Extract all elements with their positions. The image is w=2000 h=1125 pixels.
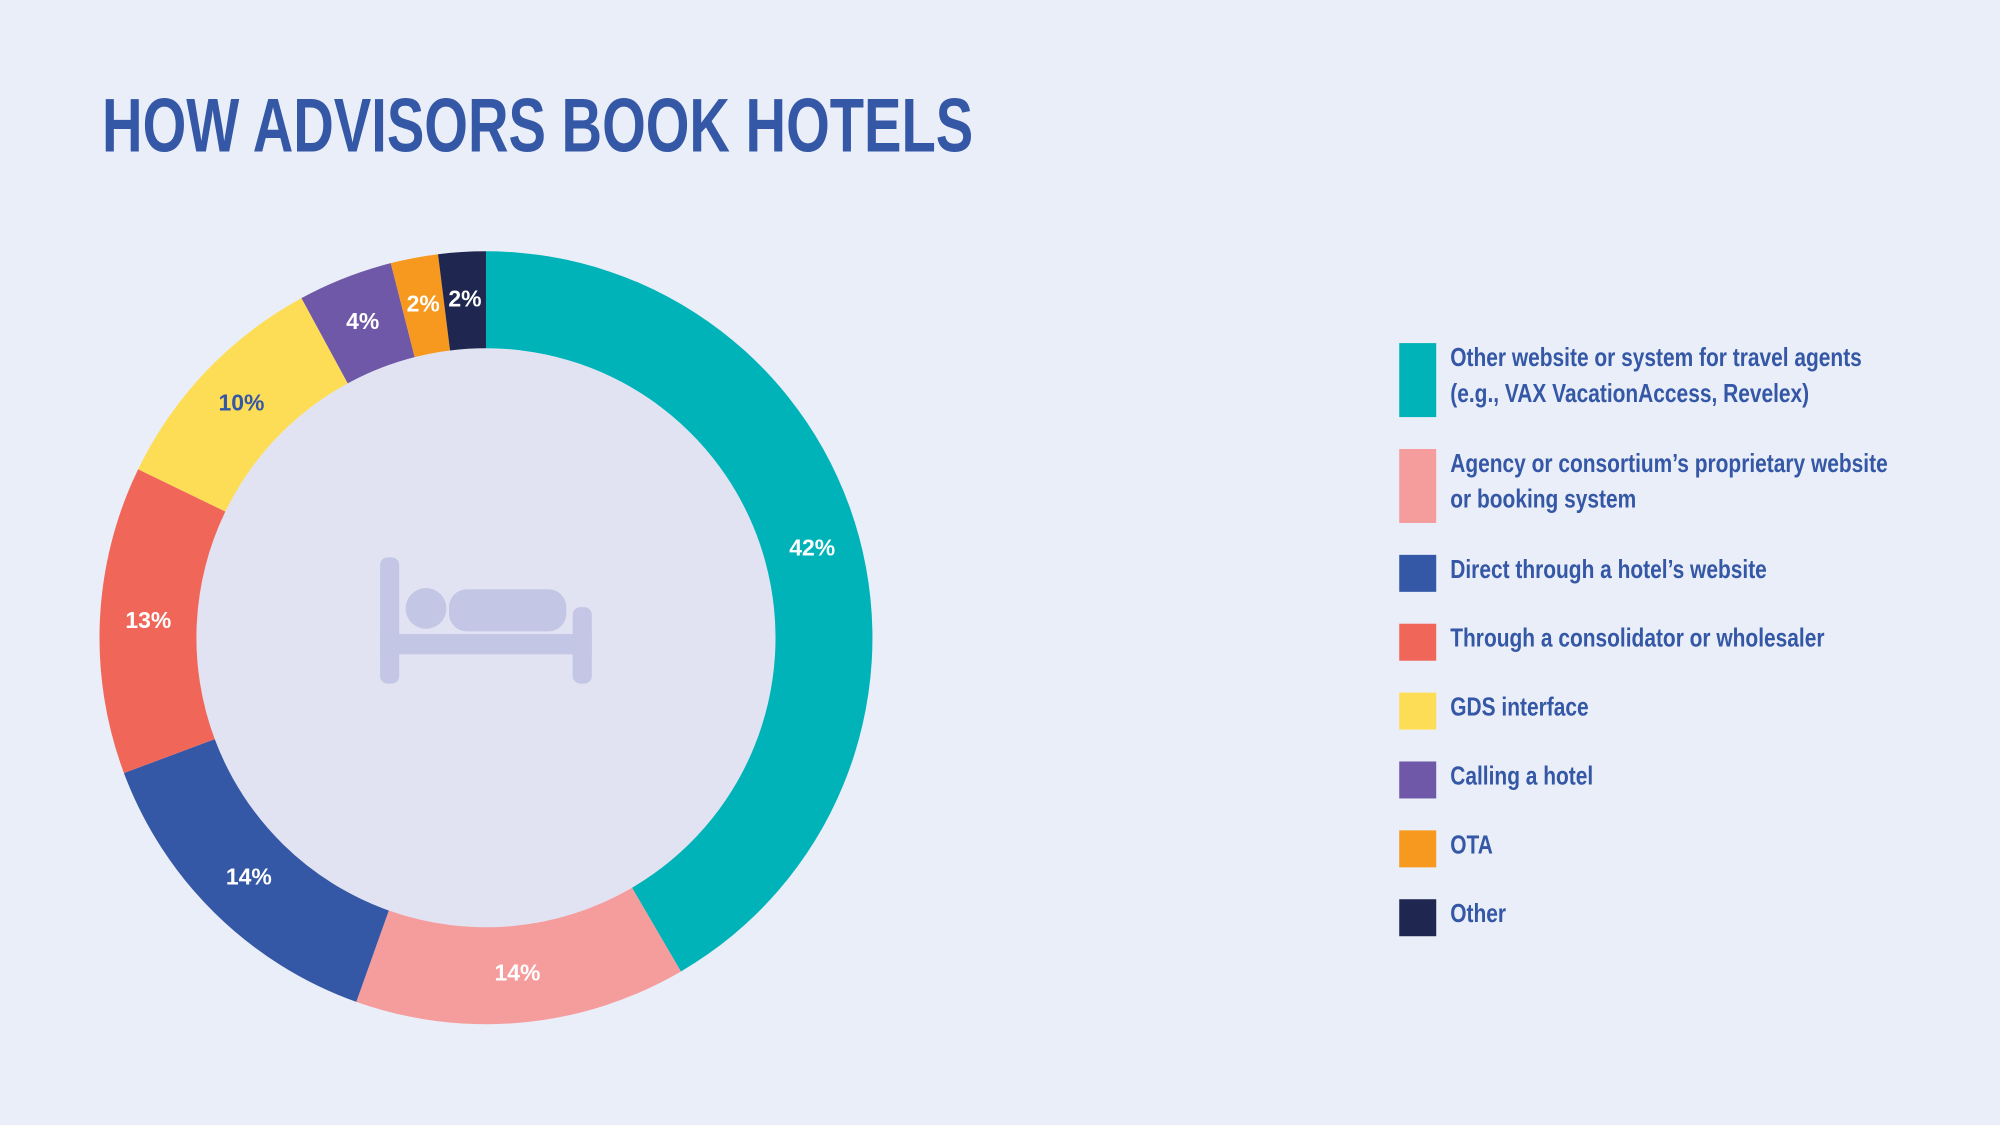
slice-label: 14% bbox=[226, 864, 272, 890]
legend-swatch bbox=[1399, 830, 1437, 868]
slice-label: 2% bbox=[448, 285, 481, 311]
legend-swatch bbox=[1399, 761, 1437, 799]
legend-item: Other website or system for travel agent… bbox=[1450, 344, 1862, 409]
donut-slice bbox=[123, 739, 389, 1002]
donut-slice bbox=[390, 254, 451, 358]
legend-swatch bbox=[1399, 554, 1437, 592]
legend-item: GDS interface bbox=[1450, 693, 1589, 722]
donut-slice bbox=[485, 251, 873, 972]
legend-item: Calling a hotel bbox=[1450, 762, 1594, 791]
legend-swatch bbox=[1399, 623, 1437, 661]
donut-slice bbox=[438, 251, 486, 351]
legend-swatch bbox=[1399, 343, 1437, 418]
legend-label: Other bbox=[1450, 900, 1507, 929]
legend-label: Calling a hotel bbox=[1450, 762, 1594, 791]
donut-slice bbox=[301, 263, 415, 384]
legend-item: Other bbox=[1450, 900, 1507, 929]
legend-item: Agency or consortium’s proprietary websi… bbox=[1450, 450, 1888, 515]
slice-label: 4% bbox=[346, 308, 379, 334]
legend-item: OTA bbox=[1450, 831, 1493, 860]
legend-swatch bbox=[1399, 692, 1437, 730]
legend-label: Direct through a hotel’s website bbox=[1450, 556, 1767, 585]
legend-label: GDS interface bbox=[1450, 693, 1589, 722]
slice-label: 13% bbox=[125, 607, 171, 633]
donut-slice bbox=[138, 298, 348, 512]
legend-item: Direct through a hotel’s website bbox=[1450, 556, 1767, 585]
legend-swatch bbox=[1399, 448, 1437, 523]
chart-title: HOW ADVISORS BOOK HOTELS bbox=[102, 84, 973, 169]
legend-label: Agency or consortium’s proprietary websi… bbox=[1450, 450, 1888, 515]
slice-label: 14% bbox=[495, 959, 541, 985]
donut-slice bbox=[99, 469, 226, 774]
slice-label: 42% bbox=[789, 534, 835, 560]
donut-slice bbox=[356, 887, 681, 1025]
slice-label: 2% bbox=[407, 291, 440, 317]
legend-item: Through a consolidator or wholesaler bbox=[1450, 625, 1825, 654]
slice-label: 10% bbox=[218, 389, 264, 415]
legend-swatch bbox=[1399, 899, 1437, 937]
legend-label: OTA bbox=[1450, 831, 1493, 860]
bed-icon bbox=[380, 557, 592, 684]
legend-label: Other website or system for travel agent… bbox=[1450, 344, 1862, 409]
legend-label: Through a consolidator or wholesaler bbox=[1450, 625, 1825, 654]
